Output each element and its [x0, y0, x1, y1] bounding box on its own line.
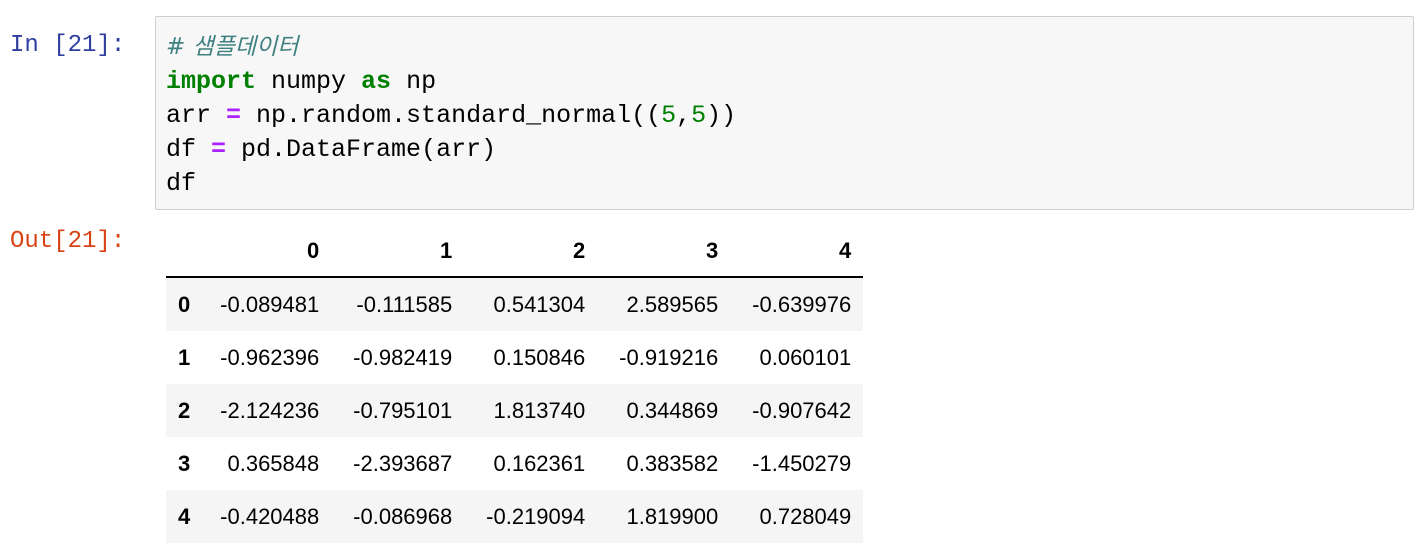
cell-value: 2.589565: [626, 291, 719, 317]
column-header: 2: [464, 226, 598, 278]
cell-value: 0.150846: [493, 344, 586, 370]
table-row: 3 0.365848 -2.393687 0.162361 0.383582 -1.450…: [166, 437, 863, 490]
cell-value: 0.365848: [227, 450, 320, 476]
cell-value: 0.344869: [626, 397, 719, 423]
code-line: df = pd.DataFrame(arr): [166, 133, 736, 167]
cell-value: 0.541304: [493, 291, 586, 317]
column-header: 4: [730, 226, 864, 278]
cell-value: 1.819900: [626, 503, 719, 529]
row-index: 4: [178, 503, 191, 529]
corner: [166, 226, 199, 278]
code-token: 5: [661, 101, 677, 130]
code: # 샘플데이터 import numpy as np arr = np.random…: [166, 30, 736, 201]
code-token: # 샘플데이터: [166, 34, 299, 60]
column-header: 1: [331, 226, 465, 278]
row-index: 0: [178, 291, 191, 317]
code-line: df: [166, 167, 736, 201]
row-index: 3: [178, 450, 191, 476]
code-token: import: [166, 67, 257, 96]
table-row: 2 -2.124236 -0.795101 1.813740 0.344869 -0.90…: [166, 384, 864, 437]
code-token: =: [211, 135, 227, 164]
cell-value: 0.383582: [626, 450, 719, 476]
cell-value: -0.639976: [752, 291, 852, 317]
input-prompt: In [21]:: [10, 32, 126, 59]
code-token: pd.DataFrame(arr): [226, 135, 497, 164]
code-token: numpy: [256, 67, 362, 96]
code-line: # 샘플데이터: [166, 30, 736, 65]
cell-value: -0.795101: [353, 397, 453, 423]
code-token: df: [166, 135, 212, 164]
table-row: 1 -0.962396 -0.982419 0.150846 -0.919216 0.06…: [166, 331, 863, 384]
cell-value: -2.124236: [220, 397, 320, 423]
code-token: df: [166, 169, 197, 198]
cell-value: 0.060101: [759, 344, 852, 370]
cell-value: -1.450279: [752, 450, 852, 476]
code-line: import numpy as np: [166, 65, 736, 99]
column-header: 3: [597, 226, 731, 278]
table-row: 4 -0.420488 -0.086968 -0.219094 1.819900 0.72…: [166, 490, 864, 543]
dataframe: 0 1 2 3 4 0 -0.089481 -0.111585 0.541304 2.589565…: [166, 226, 864, 543]
column-header: 0: [198, 226, 332, 278]
cell-value: 0.162361: [493, 450, 586, 476]
code-token: np: [391, 67, 437, 96]
cell-value: -0.086968: [353, 503, 453, 529]
row-index: 2: [178, 397, 191, 423]
code-token: =: [226, 101, 242, 130]
cell-value: -0.919216: [619, 344, 719, 370]
cell-value: -0.219094: [486, 503, 586, 529]
cell-value: -0.111585: [356, 291, 453, 317]
code-token: np.random.standard_normal((: [241, 101, 662, 130]
cell-value: -0.089481: [220, 291, 320, 317]
code-token: as: [361, 67, 392, 96]
cell-value: -0.982419: [353, 344, 453, 370]
cell-value: 1.813740: [493, 397, 586, 423]
code-token: )): [706, 101, 737, 130]
code-token: 5: [691, 101, 707, 130]
cell-value: -0.962396: [220, 344, 320, 370]
code-token: arr: [166, 101, 227, 130]
code-cell[interactable]: # 샘플데이터 import numpy as np arr = np.random…: [155, 16, 1414, 210]
code-line: arr = np.random.standard_normal((5,5)): [166, 99, 736, 133]
output-prompt: Out[21]:: [10, 228, 126, 255]
cell-value: -0.907642: [752, 397, 852, 423]
table-row: 0 -0.089481 -0.111585 0.541304 2.589565 -0.63…: [166, 277, 864, 331]
cell-value: -2.393687: [353, 450, 453, 476]
code-token: ,: [676, 101, 692, 130]
cell-value: -0.420488: [220, 503, 320, 529]
row-index: 1: [178, 344, 191, 370]
cell-value: 0.728049: [759, 503, 852, 529]
